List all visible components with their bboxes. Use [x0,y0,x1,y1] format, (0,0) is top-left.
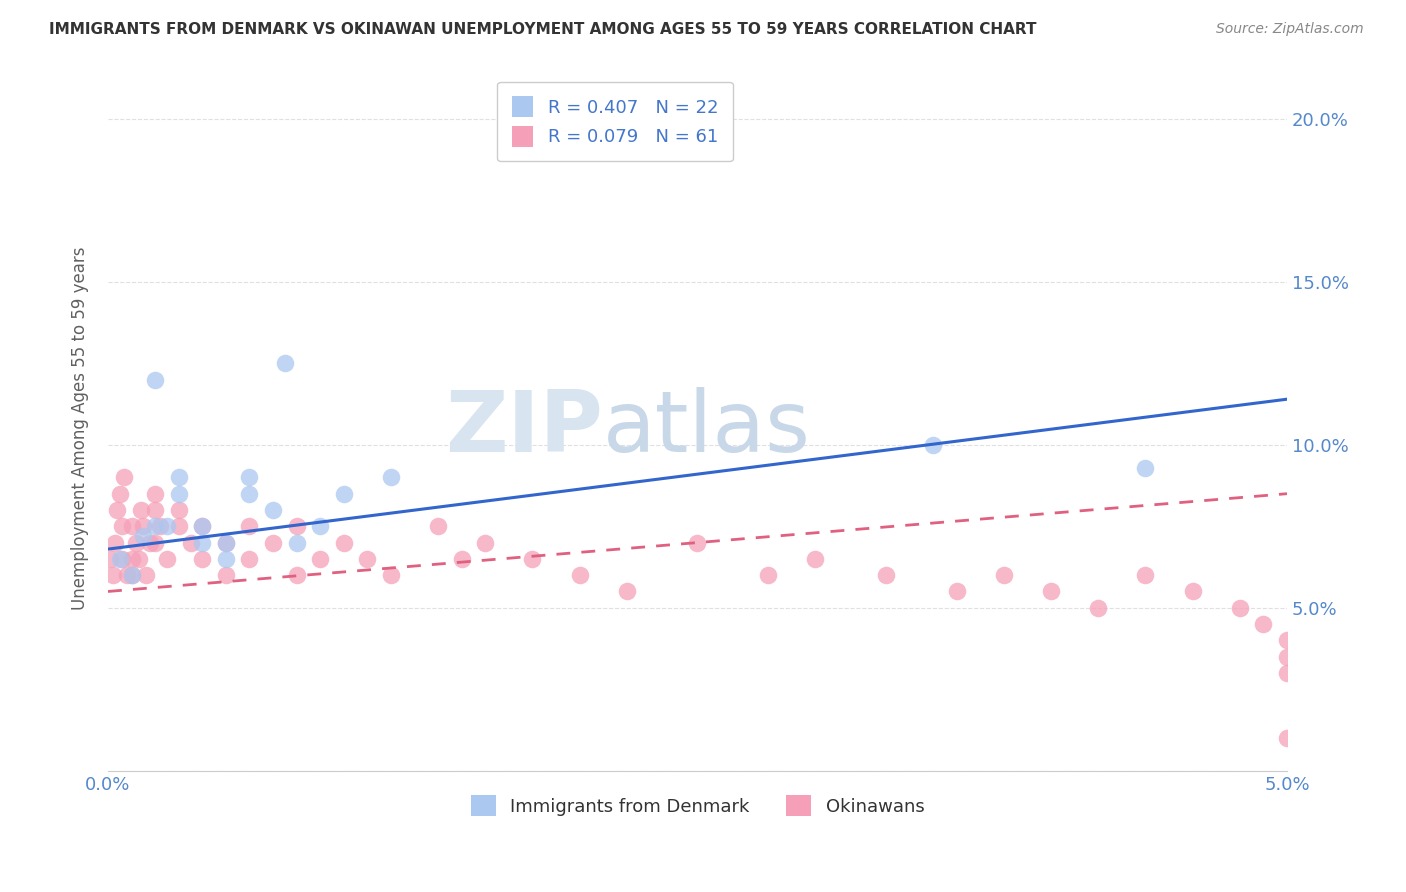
Point [191,519,214,533]
Point [1181,584,1204,599]
Point [238,470,260,484]
Point [180,535,202,549]
Text: Source: ZipAtlas.com: Source: ZipAtlas.com [1216,22,1364,37]
Point [1275,665,1298,680]
Point [356,552,378,566]
Point [1253,617,1275,632]
Point [143,519,166,533]
Point [285,568,308,582]
Point [143,535,166,549]
Point [215,552,238,566]
Point [167,486,190,500]
Point [309,519,332,533]
Point [380,470,402,484]
Point [135,568,157,582]
Point [111,519,134,533]
Point [215,535,238,549]
Point [262,535,284,549]
Point [309,552,332,566]
Point [125,535,148,549]
Point [156,552,179,566]
Point [522,552,544,566]
Point [333,486,356,500]
Text: IMMIGRANTS FROM DENMARK VS OKINAWAN UNEMPLOYMENT AMONG AGES 55 TO 59 YEARS CORRE: IMMIGRANTS FROM DENMARK VS OKINAWAN UNEM… [49,22,1036,37]
Point [1135,460,1157,475]
Point [108,486,131,500]
Point [215,535,238,549]
Point [285,519,308,533]
Point [262,503,284,517]
Point [167,519,190,533]
Point [1229,600,1251,615]
Point [121,568,143,582]
Text: atlas: atlas [603,387,811,470]
Point [1040,584,1063,599]
Point [238,519,260,533]
Point [1275,731,1298,745]
Point [191,535,214,549]
Point [167,503,190,517]
Point [191,519,214,533]
Point [101,568,124,582]
Point [149,519,172,533]
Point [756,568,779,582]
Point [115,568,138,582]
Point [946,584,969,599]
Point [875,568,897,582]
Point [98,552,121,566]
Point [238,486,260,500]
Point [132,519,155,533]
Point [380,568,402,582]
Text: ZIP: ZIP [446,387,603,470]
Point [139,535,162,549]
Point [156,519,179,533]
Point [143,373,166,387]
Point [238,552,260,566]
Legend: Immigrants from Denmark, Okinawans: Immigrants from Denmark, Okinawans [464,788,932,823]
Point [1275,649,1298,664]
Point [215,568,238,582]
Point [128,552,150,566]
Point [993,568,1015,582]
Point [132,529,155,543]
Point [114,470,136,484]
Point [121,568,143,582]
Point [143,503,166,517]
Point [804,552,827,566]
Point [285,535,308,549]
Point [1135,568,1157,582]
Point [450,552,472,566]
Point [616,584,638,599]
Y-axis label: Unemployment Among Ages 55 to 59 years: Unemployment Among Ages 55 to 59 years [72,247,89,610]
Point [129,503,152,517]
Point [108,552,131,566]
Point [474,535,496,549]
Point [143,486,166,500]
Point [333,535,356,549]
Point [121,519,143,533]
Point [111,552,134,566]
Point [427,519,450,533]
Point [107,503,129,517]
Point [104,535,127,549]
Point [568,568,591,582]
Point [922,438,945,452]
Point [274,356,297,370]
Point [1087,600,1109,615]
Point [191,552,214,566]
Point [121,552,143,566]
Point [1275,633,1298,648]
Point [686,535,709,549]
Point [167,470,190,484]
